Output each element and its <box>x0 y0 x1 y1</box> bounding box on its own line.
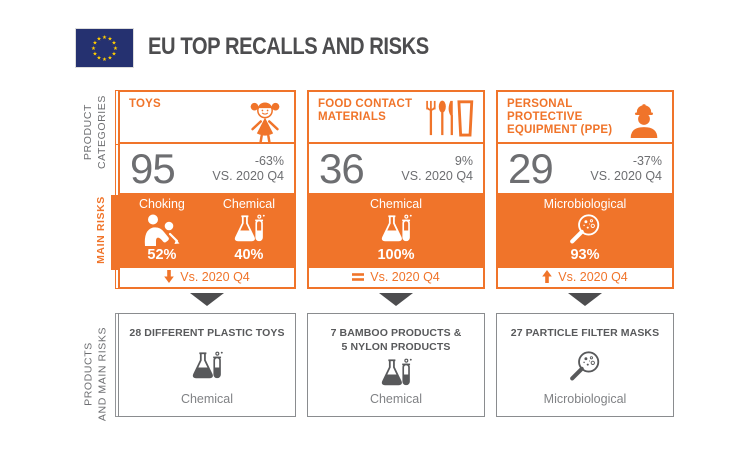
main-risks-section: Microbiological <box>498 193 672 268</box>
category-title: TOYS <box>129 98 161 110</box>
svg-text:★: ★ <box>91 46 96 52</box>
product-risk-label: Chemical <box>180 392 234 406</box>
doll-icon <box>245 99 285 143</box>
sidebar-label-main-risks: MAIN RISKS <box>95 196 107 264</box>
page-title: EU TOP RECALLS AND RISKS <box>148 33 429 60</box>
products-card-toys: 28 DIFFERENT PLASTIC TOYS Chemical <box>118 313 296 417</box>
bracket-bottom-tick <box>115 288 120 289</box>
category-card-ppe: PERSONAL PROTECTIVE EQUIPMENT (PPE) 29 -… <box>496 90 674 289</box>
change-block: -63% VS. 2020 Q4 <box>212 154 284 184</box>
recall-count: 29 <box>508 144 554 192</box>
risk-name: Microbiological <box>543 197 627 211</box>
card-count-section: 95 -63% VS. 2020 Q4 <box>120 144 294 193</box>
svg-text:★: ★ <box>108 56 113 62</box>
risk-microbiological: Microbiological <box>544 193 627 268</box>
change-percent: -63% <box>254 153 284 168</box>
risk-name: Chemical <box>222 197 275 211</box>
svg-text:★: ★ <box>112 41 117 47</box>
svg-text:★: ★ <box>113 46 118 52</box>
sidebar-label-products-and-main-risks: PRODUCTS AND MAIN RISKS <box>82 326 109 422</box>
bracket-mid-tick <box>115 144 120 145</box>
sidebar-label-product-categories: PRODUCT CATEGORIES <box>82 94 108 170</box>
main-risks-section: Chemical <box>309 193 483 268</box>
card-head: TOYS <box>120 92 294 144</box>
card-head: PERSONAL PROTECTIVE EQUIPMENT (PPE) <box>498 92 672 144</box>
card-count-section: 36 9% VS. 2020 Q4 <box>309 144 483 193</box>
svg-text:★: ★ <box>93 41 98 47</box>
trend-strip: Vs. 2020 Q4 <box>309 268 483 285</box>
cutlery-icon <box>422 99 474 137</box>
microbe-magnifier-icon <box>568 350 602 383</box>
change-percent: 9% <box>454 153 473 168</box>
category-card-food-contact: FOOD CONTACT MATERIALS <box>307 90 485 289</box>
eu-flag-icon: ★ ★ ★ ★ ★ ★ ★ ★ ★ ★ ★ ★ <box>75 28 134 68</box>
category-card-toys: TOYS <box>118 90 296 289</box>
bracket-products-bottom-tick <box>115 416 120 417</box>
bracket-products-top-tick <box>115 313 120 314</box>
product-title: 7 BAMBOO PRODUCTS & 5 NYLON PRODUCTS <box>330 327 462 353</box>
risk-chemical: Chemical 40% <box>223 193 275 268</box>
trend-label: Vs. 2020 Q4 <box>558 269 628 284</box>
products-card-ppe: 27 PARTICLE FILTER MASKS Microbiological <box>496 313 674 417</box>
trend-label: Vs. 2020 Q4 <box>370 269 440 284</box>
worker-icon <box>625 99 663 139</box>
vs-label: VS. 2020 Q4 <box>401 168 473 183</box>
vs-label: VS. 2020 Q4 <box>212 168 284 183</box>
vs-label: VS. 2020 Q4 <box>590 168 662 183</box>
change-block: -37% VS. 2020 Q4 <box>590 154 662 184</box>
trend-label: Vs. 2020 Q4 <box>180 269 250 284</box>
trend-strip: Vs. 2020 Q4 <box>120 268 294 285</box>
product-risk-label: Microbiological <box>543 392 627 406</box>
change-percent: -37% <box>632 153 662 168</box>
choking-icon <box>143 214 181 246</box>
flask-icon <box>378 358 414 389</box>
down-pointer-triangle <box>379 293 413 306</box>
up-arrow-icon <box>542 270 553 283</box>
product-title: 28 DIFFERENT PLASTIC TOYS <box>129 327 285 339</box>
risk-chemical: Chemical <box>370 193 422 268</box>
risk-percent: 40% <box>234 247 264 263</box>
flask-icon <box>378 214 414 245</box>
risk-percent: 93% <box>570 247 600 263</box>
card-count-section: 29 -37% VS. 2020 Q4 <box>498 144 672 193</box>
category-title: PERSONAL PROTECTIVE EQUIPMENT (PPE) <box>507 98 613 136</box>
risk-percent: 52% <box>147 247 177 263</box>
products-card-food-contact: 7 BAMBOO PRODUCTS & 5 NYLON PRODUCTS Che… <box>307 313 485 417</box>
recall-count: 95 <box>130 144 176 192</box>
flask-icon <box>189 351 225 382</box>
flask-icon <box>231 214 267 245</box>
trend-strip: Vs. 2020 Q4 <box>498 268 672 285</box>
change-block: 9% VS. 2020 Q4 <box>401 154 473 184</box>
svg-text:★: ★ <box>102 35 107 41</box>
svg-text:★: ★ <box>112 52 117 58</box>
svg-text:★: ★ <box>102 57 107 63</box>
svg-text:★: ★ <box>108 37 113 43</box>
risk-percent: 100% <box>377 247 415 263</box>
svg-text:★: ★ <box>97 37 102 43</box>
svg-text:★: ★ <box>93 52 98 58</box>
card-head: FOOD CONTACT MATERIALS <box>309 92 483 144</box>
bracket-top-line <box>115 90 116 289</box>
equals-icon <box>352 272 365 282</box>
down-pointer-triangle <box>568 293 602 306</box>
bracket-products-line <box>115 313 116 417</box>
risk-choking: Choking 52% <box>139 193 185 268</box>
product-risk-label: Chemical <box>369 392 423 406</box>
down-pointer-triangle <box>190 293 224 306</box>
down-arrow-icon <box>164 270 175 283</box>
main-risks-section: Choking 52% <box>120 193 294 268</box>
recall-count: 36 <box>319 144 365 192</box>
category-title: FOOD CONTACT MATERIALS <box>318 98 413 123</box>
risk-name: Chemical <box>369 197 423 211</box>
microbe-magnifier-icon <box>568 213 602 246</box>
bracket-top-tick <box>115 90 120 91</box>
bracket-main-risks-bar <box>111 195 118 270</box>
risk-name: Choking <box>139 197 185 211</box>
svg-text:★: ★ <box>97 56 102 62</box>
product-title: 27 PARTICLE FILTER MASKS <box>510 327 660 339</box>
